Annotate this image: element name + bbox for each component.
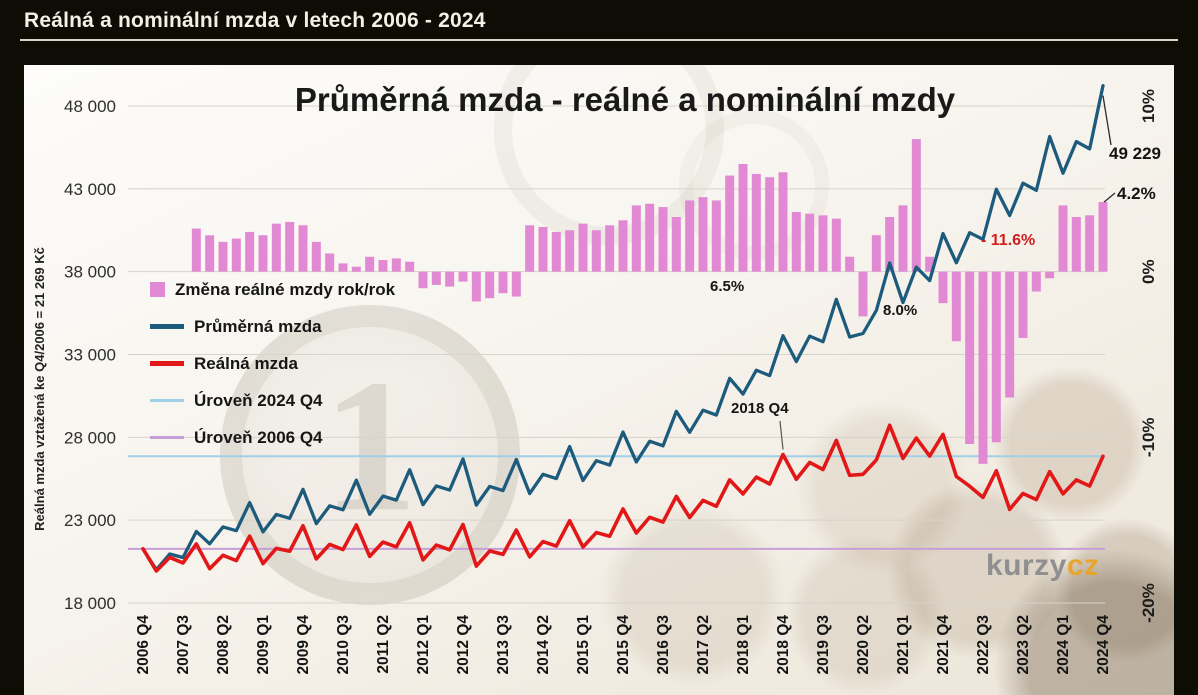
svg-text:2007 Q3: 2007 Q3 (175, 615, 192, 675)
legend-label: Reálná mzda (194, 353, 298, 373)
svg-text:2011 Q2: 2011 Q2 (375, 615, 392, 674)
page: Reálná a nominální mzda v letech 2006 - … (0, 9, 1198, 695)
legend-label: Průměrná mzda (194, 316, 322, 336)
legend-item-level-2024q4: Úroveň 2024 Q4 (150, 382, 395, 419)
page-header: Reálná a nominální mzda v letech 2006 - … (0, 9, 1198, 41)
svg-text:-20%: -20% (1139, 583, 1158, 623)
wage-chart-canvas: 48 000 43 000 38 000 33 000 28 000 23 000 18 0… (64, 83, 1158, 675)
kurzy-cz-watermark: kurzycz (986, 549, 1100, 583)
chart-card: 1 48 000 43 000 38 000 33 000 28 000 23 000 18… (24, 65, 1174, 695)
legend-swatch-line-icon (150, 361, 184, 366)
annotation-drop-2022: - 11.6% (981, 232, 1036, 249)
svg-text:2020 Q2: 2020 Q2 (855, 615, 872, 674)
svg-text:2018 Q4: 2018 Q4 (775, 615, 792, 675)
svg-text:48 000: 48 000 (64, 97, 116, 116)
svg-text:2022 Q3: 2022 Q3 (975, 615, 992, 675)
legend-item-level-2006q4: Úroveň 2006 Q4 (150, 419, 395, 456)
chart-title: Průměrná mzda - reálné a nominální mzdy (294, 81, 956, 118)
annotation-yoy-2018: 6.5% (710, 278, 745, 295)
svg-text:28 000: 28 000 (64, 428, 116, 447)
svg-text:43 000: 43 000 (64, 180, 116, 199)
legend-swatch-line-icon (150, 324, 184, 329)
legend-swatch-line-icon (150, 399, 184, 402)
svg-text:38 000: 38 000 (64, 263, 116, 282)
svg-text:2015 Q1: 2015 Q1 (575, 615, 592, 675)
svg-text:2010 Q3: 2010 Q3 (335, 615, 352, 675)
svg-text:2012 Q4: 2012 Q4 (455, 615, 472, 675)
legend-label: Úroveň 2006 Q4 (194, 427, 323, 447)
annotation-peak-value: 49 229 (1109, 144, 1161, 163)
svg-text:2006 Q4: 2006 Q4 (135, 615, 152, 675)
legend-swatch-line-icon (150, 436, 184, 439)
svg-text:2017 Q2: 2017 Q2 (695, 615, 712, 674)
svg-text:2024 Q4: 2024 Q4 (1095, 615, 1112, 675)
annotation-2018q4-callout: 2018 Q4 (731, 400, 789, 417)
svg-text:2023 Q2: 2023 Q2 (1015, 615, 1032, 674)
legend-item-yoy-bars: Změna reálné mzdy rok/rok (150, 271, 395, 308)
svg-text:18 000: 18 000 (64, 594, 116, 613)
svg-text:-10%: -10% (1139, 417, 1158, 457)
svg-text:2024 Q1: 2024 Q1 (1055, 615, 1072, 675)
page-title: Reálná a nominální mzda v letech 2006 - … (24, 9, 486, 32)
svg-text:10%: 10% (1139, 89, 1158, 123)
svg-text:2021 Q1: 2021 Q1 (895, 615, 912, 675)
annotation-last-yoy: 4.2% (1117, 184, 1156, 203)
svg-text:2009 Q1: 2009 Q1 (255, 615, 272, 675)
svg-text:2019 Q3: 2019 Q3 (815, 615, 832, 675)
legend-item-nominal-wage: Průměrná mzda (150, 308, 395, 345)
svg-text:2014 Q2: 2014 Q2 (535, 615, 552, 674)
svg-text:2009 Q4: 2009 Q4 (295, 615, 312, 675)
svg-text:2021 Q4: 2021 Q4 (935, 615, 952, 675)
legend-label: Změna reálné mzdy rok/rok (175, 279, 396, 299)
header-divider (20, 39, 1178, 41)
svg-text:2018 Q1: 2018 Q1 (735, 615, 752, 675)
svg-text:2012 Q1: 2012 Q1 (415, 615, 432, 675)
svg-text:33 000: 33 000 (64, 346, 116, 365)
svg-text:2008 Q2: 2008 Q2 (215, 615, 232, 674)
svg-text:23 000: 23 000 (64, 511, 116, 530)
legend-item-real-wage: Reálná mzda (150, 345, 395, 382)
legend: Změna reálné mzdy rok/rok Průměrná mzda … (150, 271, 395, 456)
svg-text:2013 Q3: 2013 Q3 (495, 615, 512, 675)
svg-text:2016 Q3: 2016 Q3 (655, 615, 672, 675)
annotation-yoy-2021: 8.0% (883, 302, 918, 319)
watermark-cz: cz (1066, 549, 1100, 582)
legend-label: Úroveň 2024 Q4 (194, 390, 323, 410)
svg-text:0%: 0% (1139, 259, 1158, 284)
legend-swatch-bar-icon (150, 282, 165, 297)
svg-text:2015 Q4: 2015 Q4 (615, 615, 632, 675)
watermark-kurzy: kurzy (986, 549, 1067, 582)
y-axis-label: Reálná mzda vztažená ke Q4/2006 = 21 269… (32, 247, 47, 531)
